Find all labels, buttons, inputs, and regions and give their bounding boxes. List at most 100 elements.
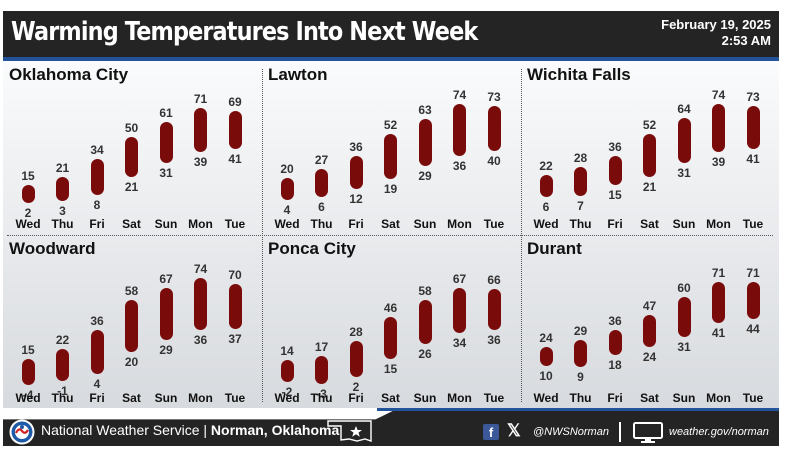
low-temp-label: 34: [452, 335, 467, 350]
day-label: Sat: [381, 391, 400, 405]
temp-range-bar: [194, 108, 207, 153]
temp-range-bar: [418, 119, 432, 166]
temp-range-bar: [90, 330, 104, 375]
low-temp-label: -4: [22, 388, 34, 402]
high-temp-label: 52: [383, 118, 398, 133]
day-label: Wed: [533, 217, 559, 231]
forecast-panel: Ponca City 14 -2 Wed 17 -3 Thu 28 2 Fri 46 15 Sat 58 2…: [262, 235, 520, 408]
low-temp-label: 2: [24, 205, 32, 220]
high-temp-label: 71: [193, 92, 208, 107]
temp-range-bar: [539, 346, 553, 366]
temp-range-bar: [228, 283, 242, 329]
issued-time: 2:53 AM: [721, 33, 771, 48]
low-temp-label: 12: [349, 192, 363, 207]
high-temp-label: 60: [677, 281, 691, 296]
temp-range-bar: [643, 315, 656, 347]
high-temp-label: 46: [383, 300, 398, 315]
high-temp-label: 15: [21, 168, 35, 183]
day-label: Sat: [640, 217, 659, 231]
day-label: Thu: [310, 217, 333, 231]
temp-range-bar: [712, 282, 725, 324]
day-label: Sun: [154, 391, 178, 405]
low-temp-label: 24: [642, 349, 657, 364]
high-temp-label: 21: [55, 160, 70, 175]
high-temp-label: 36: [608, 314, 622, 329]
high-temp-label: 28: [573, 151, 588, 166]
low-temp-label: 39: [193, 155, 208, 170]
low-temp-label: 9: [577, 370, 584, 385]
issued-date: February 19, 2025: [661, 17, 771, 32]
temp-range-bar: [608, 156, 622, 185]
forecast-panel: Wichita Falls 22 6 Wed 28 7 Thu 36 15 Fri 52 21 Sat 6…: [521, 61, 779, 234]
panel-title: Woodward: [9, 239, 96, 258]
forecast-panel: Woodward 15 -4 Wed 22 -1 Thu 36 4 Fri 58 20 Sat 67 29 S…: [3, 235, 261, 408]
temp-range-bar: [125, 300, 138, 353]
low-temp-label: -3: [316, 386, 327, 401]
high-temp-label: 61: [159, 105, 173, 120]
temp-range-bar: [487, 105, 501, 151]
high-temp-label: 36: [90, 314, 104, 329]
day-label: Sun: [672, 217, 696, 231]
website-link[interactable]: weather.gov/norman: [669, 426, 769, 438]
social-handle[interactable]: @NWSNorman: [533, 426, 609, 438]
high-temp-label: 74: [452, 88, 467, 103]
low-temp-label: 6: [318, 200, 325, 215]
low-temp-label: 44: [746, 322, 760, 337]
temp-range-bar: [280, 178, 294, 201]
temp-range-bar: [228, 110, 242, 150]
day-label: Fri: [89, 217, 105, 231]
day-label: Fri: [607, 391, 623, 405]
graphic-title: Warming Temperatures Into Next Week: [11, 17, 478, 47]
high-temp-label: 63: [418, 103, 432, 118]
panel-title: Ponca City: [268, 239, 356, 258]
temp-range-bar: [125, 137, 138, 177]
temp-range-bar: [349, 156, 363, 190]
footer: National Weather Service | Norman, Oklah…: [3, 408, 779, 446]
panel-title: Lawton: [268, 65, 328, 84]
temp-range-bar: [608, 330, 622, 355]
low-temp-label: 6: [542, 200, 550, 215]
temp-range-bar: [643, 134, 656, 177]
temp-range-bar: [349, 341, 363, 377]
day-label: Wed: [15, 217, 41, 231]
high-temp-label: 28: [349, 325, 363, 340]
graphic-frame: Warming Temperatures Into Next Week Febr…: [3, 3, 779, 446]
temp-range-bar: [90, 158, 104, 195]
panel-title: Wichita Falls: [527, 65, 631, 84]
day-label: Thu: [569, 391, 592, 405]
day-label: Fri: [607, 217, 623, 231]
high-temp-label: 50: [124, 121, 139, 136]
day-label: Sun: [154, 217, 178, 231]
high-temp-label: 74: [711, 88, 726, 103]
low-temp-label: 7: [577, 198, 584, 213]
day-label: Thu: [310, 391, 333, 405]
high-temp-label: 22: [55, 333, 70, 348]
low-temp-label: 20: [124, 355, 139, 370]
high-temp-label: 67: [452, 271, 467, 286]
high-temp-label: 34: [90, 142, 104, 157]
low-temp-label: 10: [539, 368, 553, 383]
temp-range-bar: [574, 339, 587, 368]
x-icon[interactable]: 𝕏: [507, 421, 521, 440]
low-temp-label: 31: [677, 166, 691, 181]
day-label: Sat: [122, 217, 141, 231]
temp-range-bar: [453, 104, 466, 157]
high-temp-label: 71: [711, 266, 726, 281]
temp-range-bar: [280, 360, 294, 383]
temp-range-bar: [21, 358, 35, 385]
low-temp-label: 8: [93, 197, 101, 212]
high-temp-label: 36: [608, 140, 622, 155]
low-temp-label: 40: [487, 153, 501, 168]
nws-logo-icon: [9, 419, 35, 445]
day-label: Thu: [569, 217, 592, 231]
facebook-icon[interactable]: f: [483, 424, 499, 440]
day-label: Thu: [51, 217, 74, 231]
day-label: Sun: [413, 391, 437, 405]
temp-range-bar: [315, 168, 328, 198]
low-temp-label: 41: [711, 326, 726, 341]
high-temp-label: 29: [573, 323, 588, 338]
footer-accent-bar: [377, 408, 779, 411]
high-temp-label: 74: [193, 262, 208, 277]
high-temp-label: 58: [124, 284, 139, 299]
header-bar: Warming Temperatures Into Next Week Febr…: [3, 11, 779, 57]
